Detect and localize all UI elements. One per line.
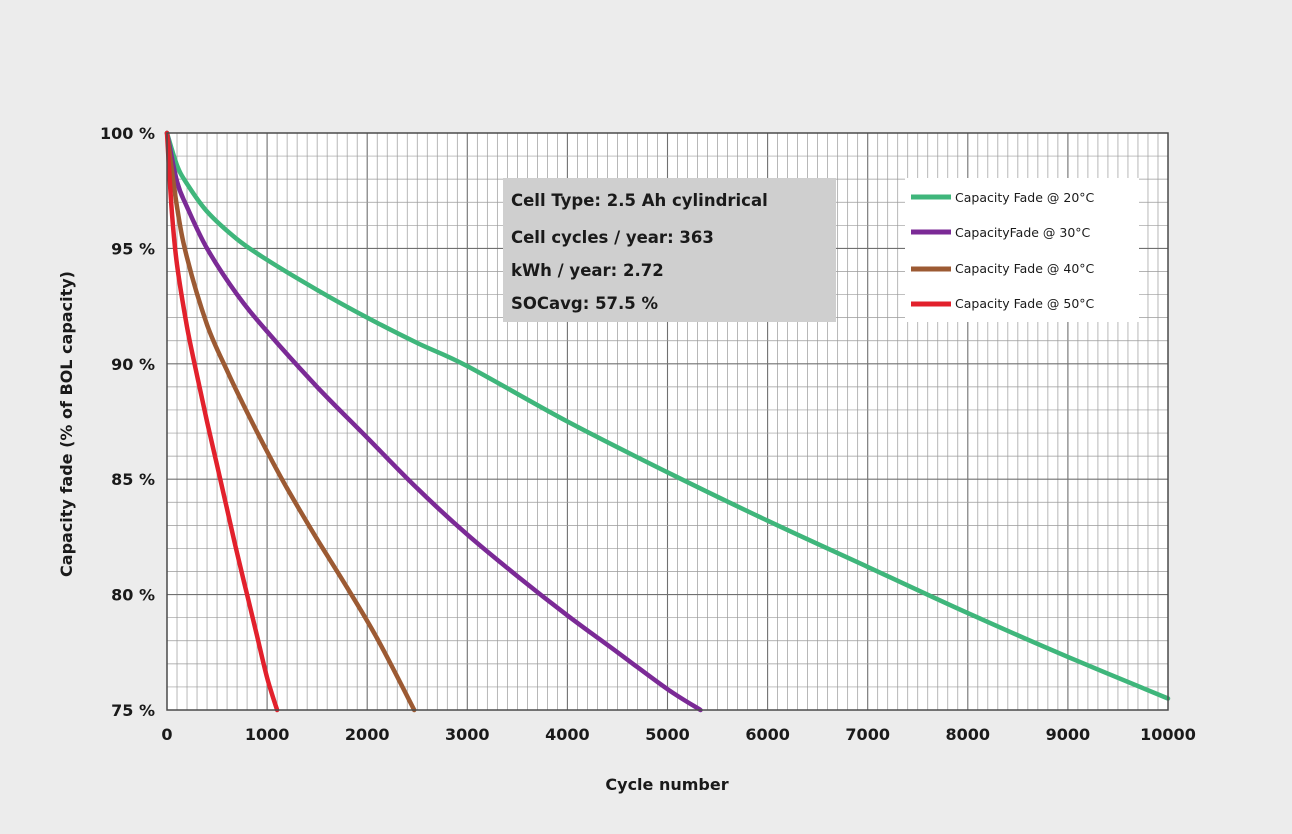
info-line-cell-type: Cell Type: 2.5 Ah cylindrical — [511, 191, 768, 210]
x-tick-label: 2000 — [345, 725, 390, 744]
legend-label-50c: Capacity Fade @ 50°C — [955, 296, 1095, 311]
x-tick-label: 3000 — [445, 725, 490, 744]
series-line-3 — [164, 130, 417, 713]
info-box: Cell Type: 2.5 Ah cylindrical Cell cycle… — [503, 178, 836, 322]
legend-label-20c: Capacity Fade @ 20°C — [955, 190, 1095, 205]
plot-frame — [166, 132, 1169, 711]
y-tick-label: 85 % — [111, 470, 155, 489]
series-line-2 — [164, 130, 703, 713]
legend: Capacity Fade @ 20°C CapacityFade @ 30°C… — [905, 178, 1139, 322]
x-tick-label: 5000 — [645, 725, 690, 744]
axes — [166, 132, 1169, 711]
series-line-4 — [164, 130, 280, 713]
legend-label-30c: CapacityFade @ 30°C — [955, 225, 1091, 240]
x-tick-label: 0 — [161, 725, 172, 744]
y-tick-label: 75 % — [111, 701, 155, 720]
x-tick-label: 7000 — [845, 725, 890, 744]
x-tick-label: 6000 — [745, 725, 790, 744]
x-tick-label: 8000 — [946, 725, 991, 744]
info-box-background — [503, 178, 836, 322]
x-tick-label: 10000 — [1140, 725, 1196, 744]
x-tick-label: 1000 — [245, 725, 290, 744]
y-tick-label: 80 % — [111, 586, 155, 605]
x-tick-label: 4000 — [545, 725, 590, 744]
y-tick-label: 100 % — [100, 124, 155, 143]
info-line-soc-avg: SOCavg: 57.5 % — [511, 294, 659, 313]
info-line-cycles-per-year: Cell cycles / year: 363 — [511, 228, 714, 247]
tick-labels: 0 1000 2000 3000 4000 5000 6000 7000 8000 9000 100… — [100, 124, 1196, 744]
info-line-kwh-per-year: kWh / year: 2.72 — [511, 261, 664, 280]
y-tick-label: 90 % — [111, 355, 155, 374]
x-tick-label: 9000 — [1046, 725, 1091, 744]
y-axis-title: Capacity fade (% of BOL capacity) — [57, 271, 76, 577]
series-line-1 — [164, 130, 1171, 701]
x-axis-title: Cycle number — [605, 775, 728, 794]
legend-background — [905, 178, 1139, 322]
legend-label-40c: Capacity Fade @ 40°C — [955, 261, 1095, 276]
series-lines — [164, 130, 1171, 713]
y-tick-label: 95 % — [111, 239, 155, 258]
